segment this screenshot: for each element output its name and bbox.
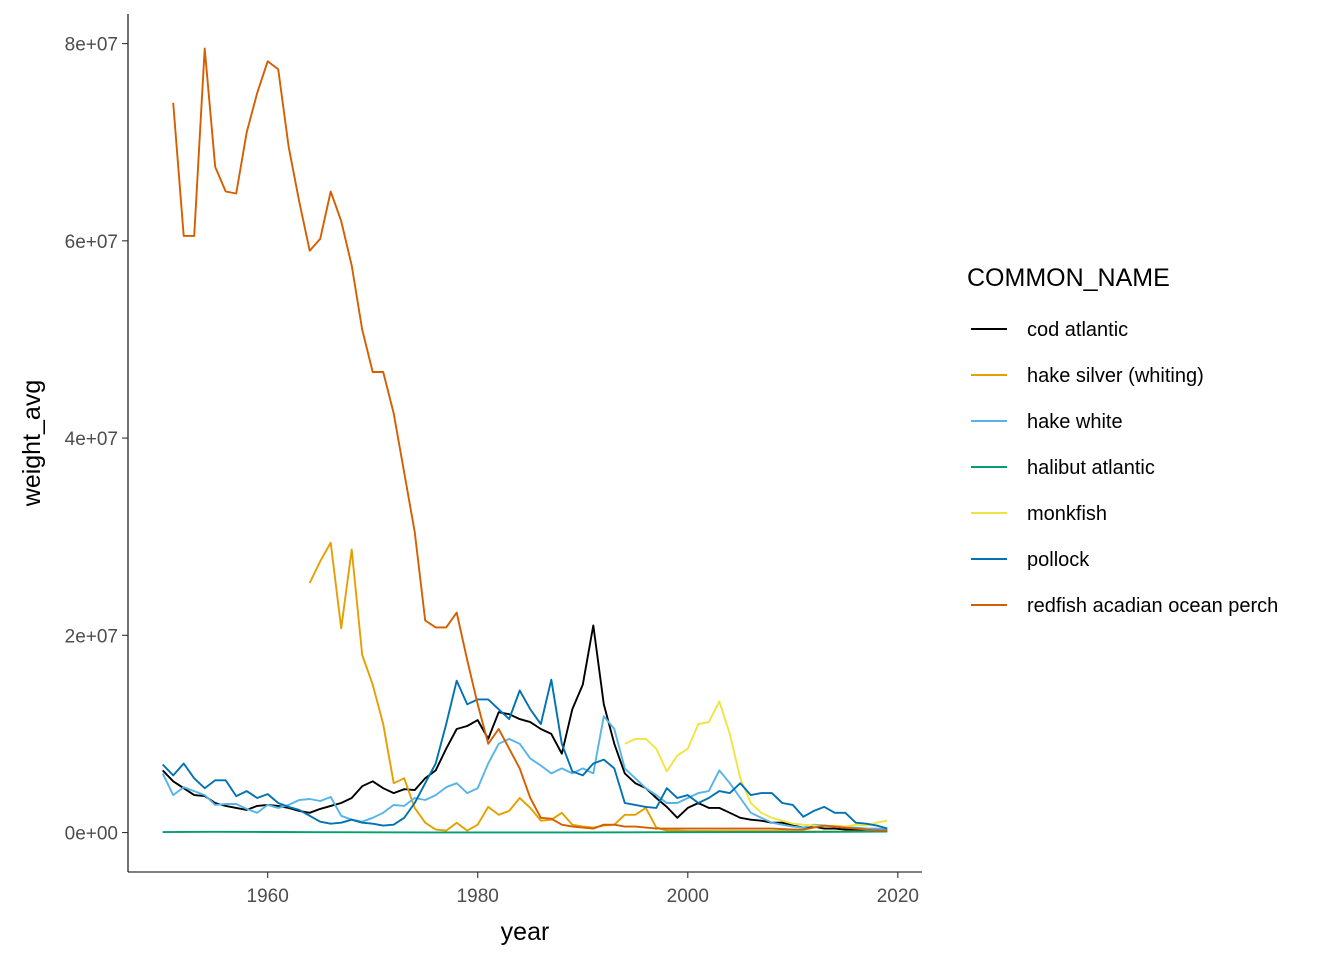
- legend-label-hake-white: hake white: [1027, 411, 1123, 433]
- y-axis-ticks: 0e+00 2e+07 4e+07 6e+07 8e+07: [65, 35, 128, 845]
- legend-label-halibut-atlantic: halibut atlantic: [1027, 457, 1155, 479]
- x-tick-label: 1960: [247, 886, 289, 907]
- y-tick-label: 4e+07: [65, 429, 118, 450]
- series-line-halibut-atlantic: [162, 830, 888, 834]
- x-axis-ticks: 1960 1980 2000 2020: [247, 872, 919, 907]
- y-tick-label: 0e+00: [65, 824, 118, 845]
- y-tick-label: 6e+07: [65, 232, 118, 253]
- series-line-redfish-acadian-ocean-perch: [172, 47, 888, 832]
- x-tick-label: 2000: [667, 886, 709, 907]
- legend-label-pollock: pollock: [1027, 549, 1090, 571]
- legend-label-cod-atlantic: cod atlantic: [1027, 319, 1128, 341]
- series-line-monkfish: [624, 700, 888, 828]
- series-line-hake-silver-whiting: [308, 541, 888, 833]
- series-line-hake-white: [161, 715, 888, 831]
- y-tick-label: 2e+07: [65, 626, 118, 647]
- x-tick-label: 2020: [877, 886, 919, 907]
- legend-title: COMMON_NAME: [967, 264, 1170, 292]
- legend-label-monkfish: monkfish: [1027, 503, 1107, 525]
- x-axis-title: year: [501, 918, 550, 946]
- legend-label-hake-silver-whiting: hake silver (whiting): [1027, 365, 1204, 387]
- x-tick-label: 1980: [457, 886, 499, 907]
- legend-label-redfish-acadian-ocean-perch: redfish acadian ocean perch: [1027, 595, 1278, 617]
- plot-lines: [161, 47, 888, 834]
- series-line-pollock: [162, 678, 888, 830]
- y-tick-label: 8e+07: [65, 35, 118, 56]
- y-axis-title: weight_avg: [18, 380, 46, 507]
- legend: COMMON_NAME cod atlantic hake silver (whi…: [967, 264, 1278, 617]
